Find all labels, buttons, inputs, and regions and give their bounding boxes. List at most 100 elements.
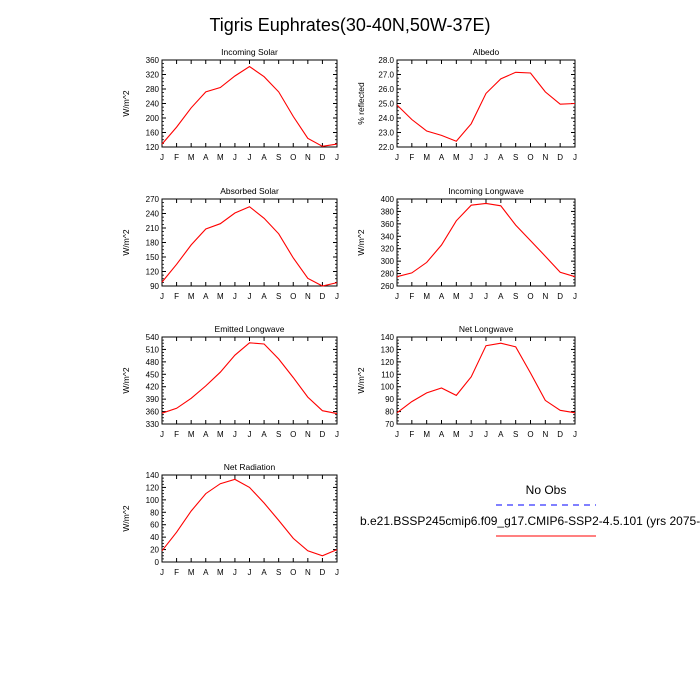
panel-title: Albedo: [473, 47, 500, 57]
x-tick-label: A: [261, 153, 267, 162]
x-tick-label: M: [453, 292, 460, 301]
y-tick-label: 120: [146, 268, 160, 277]
panel-title: Net Radiation: [224, 462, 276, 472]
y-tick-label: 27.0: [378, 71, 394, 80]
x-tick-label: J: [484, 292, 488, 301]
x-tick-label: J: [469, 430, 473, 439]
x-tick-label: N: [542, 292, 548, 301]
y-tick-label: 260: [381, 282, 395, 291]
x-tick-label: M: [217, 292, 224, 301]
x-tick-label: D: [557, 153, 563, 162]
x-tick-label: N: [305, 153, 311, 162]
y-tick-label: 240: [146, 210, 160, 219]
y-tick-label: 60: [150, 521, 159, 530]
y-tick-label: 540: [146, 333, 160, 342]
x-tick-label: O: [527, 430, 533, 439]
y-tick-label: 510: [146, 345, 160, 354]
y-tick-label: 90: [150, 282, 159, 291]
y-tick-label: 280: [146, 85, 160, 94]
x-tick-label: A: [203, 292, 209, 301]
y-tick-label: 22.0: [378, 143, 394, 152]
x-tick-label: O: [527, 153, 533, 162]
x-tick-label: D: [320, 430, 326, 439]
series-line: [161, 478, 338, 557]
x-tick-label: J: [573, 292, 577, 301]
y-tick-label: 120: [146, 483, 160, 492]
x-tick-label: O: [527, 292, 533, 301]
x-tick-label: J: [160, 153, 164, 162]
y-tick-label: 320: [381, 245, 395, 254]
x-tick-label: S: [276, 430, 281, 439]
y-tick-label: 120: [146, 143, 160, 152]
y-tick-label: 40: [150, 533, 159, 542]
y-tick-label: 130: [381, 345, 395, 354]
x-tick-label: F: [409, 153, 414, 162]
y-tick-label: 360: [381, 220, 395, 229]
y-tick-label: 360: [146, 56, 160, 65]
x-tick-label: J: [395, 292, 399, 301]
x-tick-label: J: [248, 153, 252, 162]
x-tick-label: D: [320, 153, 326, 162]
x-tick-label: A: [498, 292, 504, 301]
series-line: [396, 342, 576, 414]
x-tick-label: A: [203, 430, 209, 439]
x-tick-label: S: [513, 292, 518, 301]
y-tick-label: 450: [146, 370, 160, 379]
y-tick-label: 330: [146, 420, 160, 429]
panel-title: Absorbed Solar: [220, 186, 279, 196]
x-tick-label: J: [573, 153, 577, 162]
y-axis-label: % reflected: [356, 82, 366, 125]
y-tick-label: 26.0: [378, 85, 394, 94]
plot-frame: [396, 336, 576, 425]
y-tick-label: 280: [381, 270, 395, 279]
x-tick-label: J: [248, 430, 252, 439]
x-tick-label: A: [498, 430, 504, 439]
x-tick-label: J: [335, 568, 339, 577]
x-tick-label: D: [557, 292, 563, 301]
plot-frame: [161, 59, 338, 148]
y-tick-label: 140: [146, 471, 160, 480]
x-tick-label: J: [395, 153, 399, 162]
x-tick-label: M: [217, 430, 224, 439]
x-tick-label: S: [513, 153, 518, 162]
y-tick-label: 380: [381, 207, 395, 216]
x-tick-label: O: [290, 292, 296, 301]
x-tick-label: F: [174, 568, 179, 577]
x-tick-label: M: [423, 430, 430, 439]
legend-model-label: b.e21.BSSP245cmip6.f09_g17.CMIP6-SSP2-4.…: [360, 514, 700, 528]
legend: No Obs b.e21.BSSP245cmip6.f09_g17.CMIP6-…: [360, 483, 700, 537]
y-tick-label: 100: [381, 383, 395, 392]
x-tick-label: J: [484, 430, 488, 439]
x-tick-label: A: [439, 292, 445, 301]
y-tick-label: 320: [146, 71, 160, 80]
plot-frame: [161, 336, 338, 425]
plot-frame: [396, 198, 576, 287]
x-tick-label: F: [174, 153, 179, 162]
x-tick-label: N: [305, 430, 311, 439]
plot-frame: [161, 198, 338, 287]
x-tick-label: J: [233, 430, 237, 439]
y-tick-label: 180: [146, 239, 160, 248]
x-tick-label: S: [513, 430, 518, 439]
y-tick-label: 400: [381, 195, 395, 204]
x-tick-label: M: [188, 430, 195, 439]
y-tick-label: 140: [381, 333, 395, 342]
x-tick-label: J: [160, 568, 164, 577]
y-tick-label: 20: [150, 546, 159, 555]
x-tick-label: M: [453, 153, 460, 162]
series-line: [161, 342, 338, 415]
y-axis-label: W/m^2: [121, 90, 131, 116]
x-tick-label: J: [248, 292, 252, 301]
x-tick-label: N: [305, 292, 311, 301]
series-line: [396, 71, 576, 142]
y-axis-label: W/m^2: [356, 367, 366, 393]
y-tick-label: 150: [146, 253, 160, 262]
x-tick-label: F: [174, 292, 179, 301]
y-tick-label: 25.0: [378, 100, 394, 109]
x-tick-label: J: [484, 153, 488, 162]
